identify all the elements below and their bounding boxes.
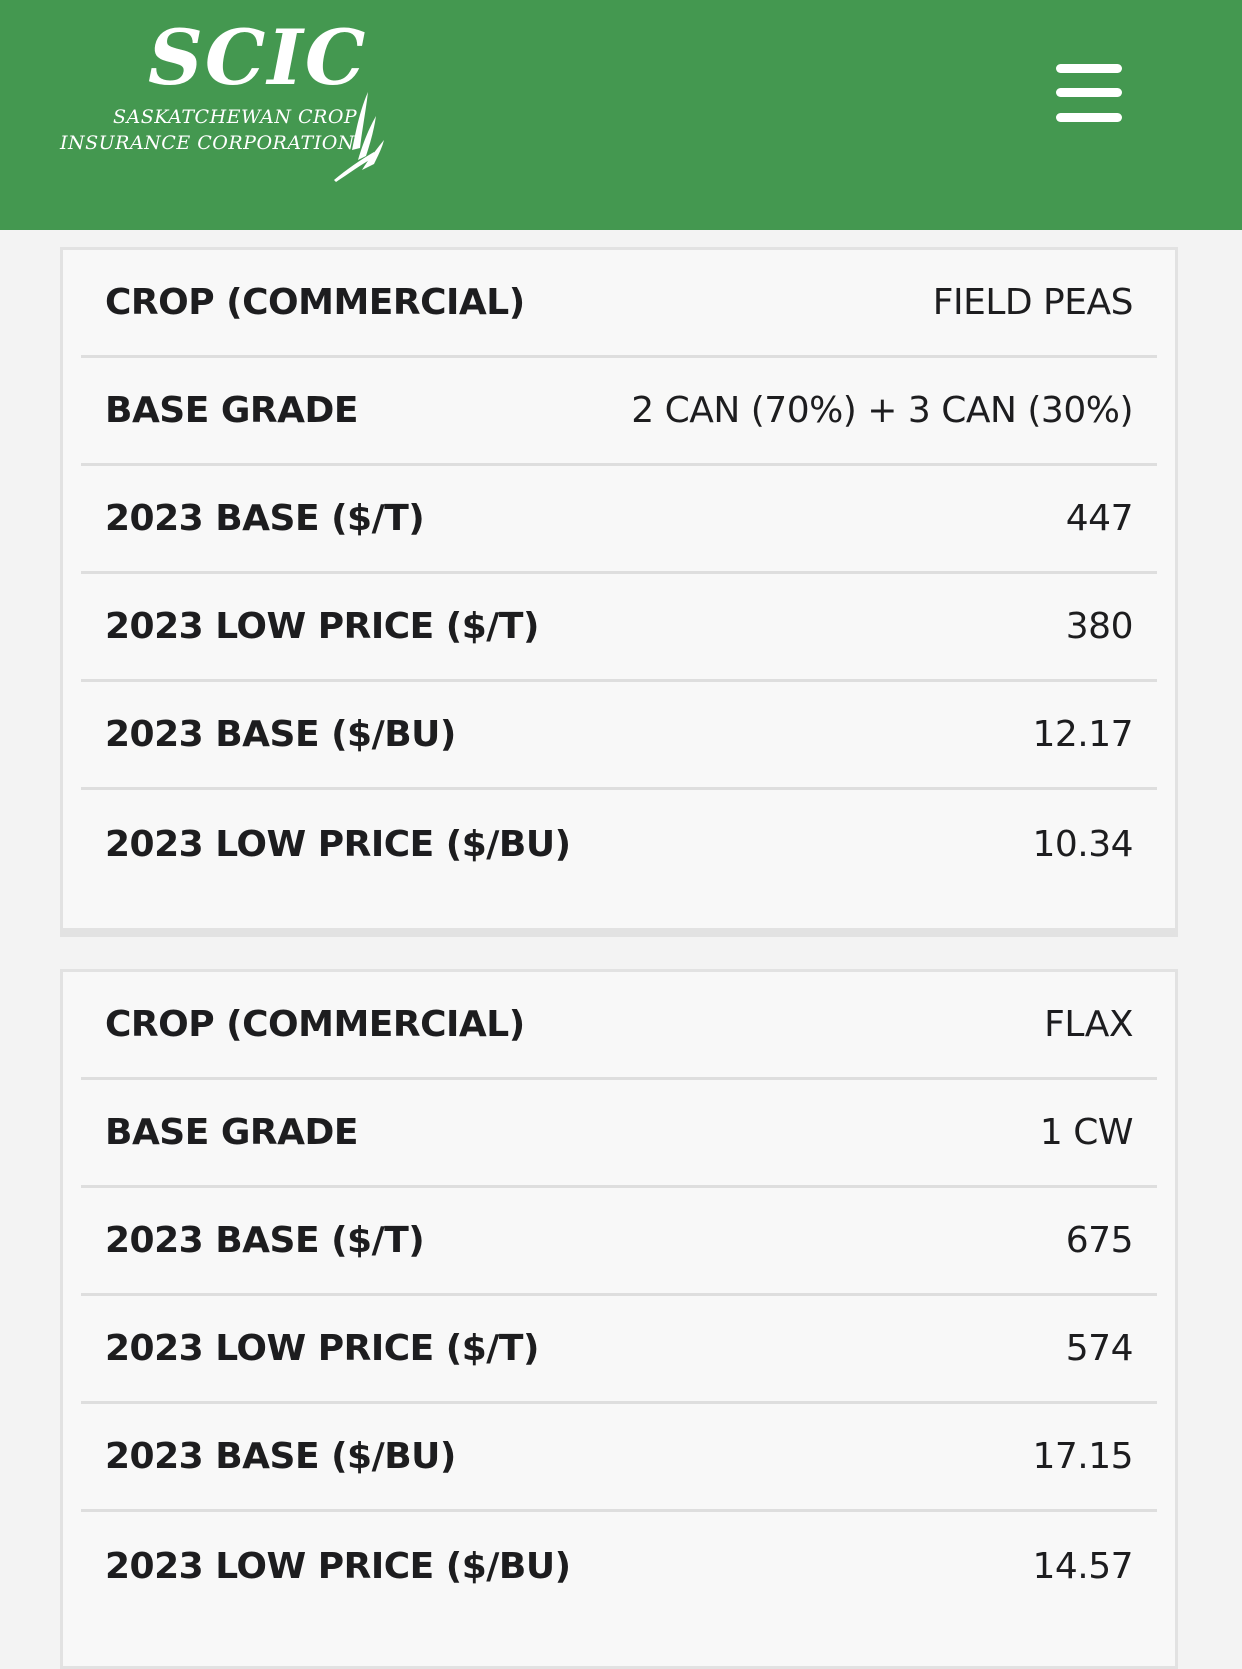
- row-label: 2023 LOW PRICE ($/BU): [105, 1545, 571, 1587]
- row-label: 2023 LOW PRICE ($/T): [105, 1328, 539, 1369]
- row-label: 2023 BASE ($/T): [105, 1220, 425, 1261]
- logo-text-line1: SASKATCHEWAN CROP: [113, 106, 358, 128]
- hamburger-menu-icon[interactable]: [1050, 60, 1122, 124]
- row-value: 12.17: [1032, 714, 1133, 755]
- menu-bar: [1056, 113, 1122, 122]
- row-label: 2023 BASE ($/T): [105, 498, 425, 539]
- row-label: 2023 LOW PRICE ($/T): [105, 606, 539, 647]
- table-row: 2023 BASE ($/T) 447: [81, 466, 1157, 574]
- row-label: 2023 BASE ($/BU): [105, 1436, 456, 1477]
- table-row: 2023 BASE ($/BU) 12.17: [81, 682, 1157, 790]
- row-value: FLAX: [1044, 1004, 1133, 1045]
- row-value: FIELD PEAS: [932, 282, 1134, 323]
- crop-card-field-peas: CROP (COMMERCIAL) FIELD PEAS BASE GRADE …: [60, 247, 1178, 937]
- logo-text-line2: INSURANCE CORPORATION: [60, 132, 355, 154]
- table-row: 2023 LOW PRICE ($/BU) 10.34: [81, 790, 1157, 898]
- scic-logo[interactable]: SCIC SASKATCHEWAN CROP INSURANCE CORPORA…: [58, 13, 388, 182]
- row-label: BASE GRADE: [105, 390, 358, 431]
- row-label: BASE GRADE: [105, 1112, 358, 1153]
- row-value: 574: [1065, 1328, 1134, 1369]
- wheat-icon: [334, 92, 384, 182]
- crop-card-flax: CROP (COMMERCIAL) FLAX BASE GRADE 1 CW 2…: [60, 969, 1178, 1669]
- table-row: 2023 LOW PRICE ($/T) 574: [81, 1296, 1157, 1404]
- table-row: 2023 LOW PRICE ($/BU) 14.57: [81, 1512, 1157, 1620]
- menu-bar: [1056, 88, 1122, 97]
- row-value: 380: [1065, 606, 1134, 647]
- row-value: 2 CAN (70%) + 3 CAN (30%): [631, 390, 1133, 431]
- row-label: CROP (COMMERCIAL): [105, 282, 525, 323]
- table-row: BASE GRADE 1 CW: [81, 1080, 1157, 1188]
- row-label: 2023 LOW PRICE ($/BU): [105, 823, 571, 865]
- row-label: 2023 BASE ($/BU): [105, 714, 456, 755]
- logo-mark: SCIC: [148, 13, 368, 102]
- row-value: 17.15: [1032, 1436, 1133, 1477]
- row-value: 14.57: [1032, 1545, 1133, 1587]
- table-row: 2023 BASE ($/BU) 17.15: [81, 1404, 1157, 1512]
- menu-bar: [1056, 64, 1122, 73]
- table-row: 2023 LOW PRICE ($/T) 380: [81, 574, 1157, 682]
- row-value: 10.34: [1032, 823, 1133, 865]
- table-row: CROP (COMMERCIAL) FLAX: [81, 972, 1157, 1080]
- table-row: BASE GRADE 2 CAN (70%) + 3 CAN (30%): [81, 358, 1157, 466]
- table-row: CROP (COMMERCIAL) FIELD PEAS: [81, 250, 1157, 358]
- row-label: CROP (COMMERCIAL): [105, 1004, 525, 1045]
- site-header: SCIC SASKATCHEWAN CROP INSURANCE CORPORA…: [0, 0, 1242, 230]
- row-value: 447: [1065, 498, 1134, 539]
- table-row: 2023 BASE ($/T) 675: [81, 1188, 1157, 1296]
- row-value: 1 CW: [1039, 1112, 1134, 1153]
- row-value: 675: [1065, 1220, 1134, 1261]
